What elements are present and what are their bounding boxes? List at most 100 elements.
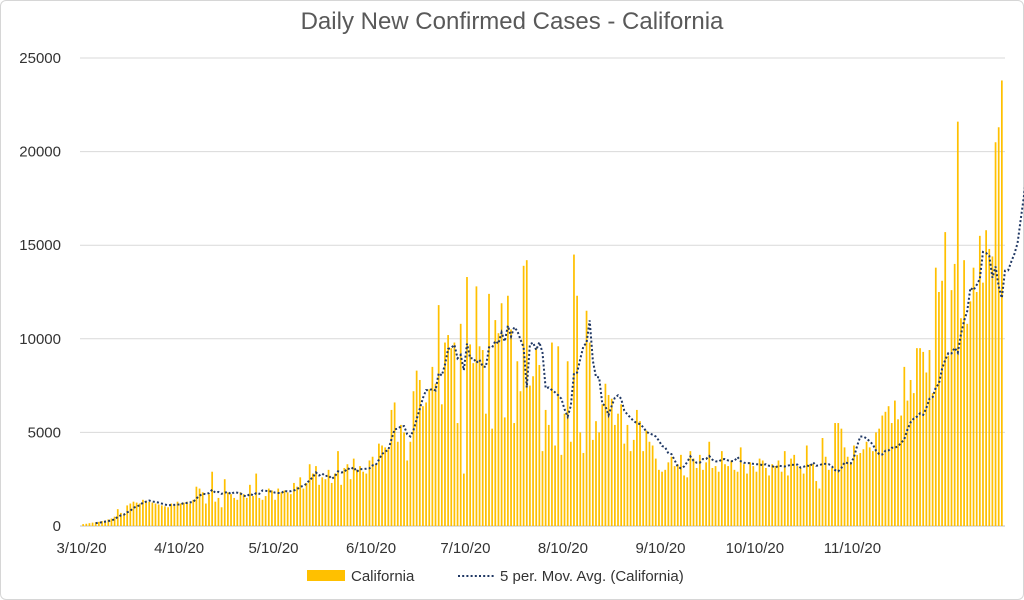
x-tick-label: 3/10/20 bbox=[57, 540, 107, 557]
bar bbox=[88, 523, 91, 526]
bar bbox=[289, 494, 292, 526]
bar bbox=[840, 428, 843, 526]
bar bbox=[469, 344, 472, 526]
bar bbox=[418, 379, 421, 526]
bar bbox=[632, 439, 635, 526]
bar-series bbox=[82, 80, 1003, 527]
bar bbox=[365, 473, 368, 526]
bar bbox=[356, 469, 358, 526]
bar bbox=[107, 519, 110, 526]
bar bbox=[444, 342, 446, 526]
legend-label-line: 5 per. Mov. Avg. (California) bbox=[500, 568, 684, 585]
bar bbox=[475, 286, 478, 526]
bar bbox=[544, 409, 547, 526]
bar bbox=[947, 355, 950, 526]
bar bbox=[396, 441, 399, 526]
bar bbox=[390, 409, 393, 526]
bar bbox=[645, 430, 648, 526]
bar bbox=[617, 413, 619, 526]
y-axis: 0 5000 10000 15000 20000 25000 bbox=[19, 50, 61, 535]
bar bbox=[142, 499, 144, 526]
bar bbox=[422, 406, 424, 526]
bar bbox=[966, 323, 969, 526]
bar bbox=[610, 398, 613, 526]
x-tick-label: 5/10/20 bbox=[248, 540, 298, 557]
bar bbox=[459, 323, 462, 526]
bar bbox=[264, 496, 267, 526]
bar bbox=[780, 471, 783, 526]
bar bbox=[812, 464, 814, 526]
bar bbox=[462, 473, 465, 526]
bar bbox=[695, 467, 698, 526]
bar bbox=[327, 469, 330, 526]
bar bbox=[692, 458, 695, 526]
bar bbox=[94, 522, 97, 526]
bar bbox=[214, 501, 217, 526]
bar bbox=[620, 404, 623, 526]
bar bbox=[437, 305, 440, 526]
bar bbox=[831, 467, 833, 526]
bar bbox=[362, 471, 365, 526]
bar bbox=[170, 503, 173, 526]
bar bbox=[201, 492, 204, 526]
bar bbox=[683, 475, 685, 526]
bar bbox=[98, 521, 100, 526]
bar bbox=[837, 423, 840, 526]
bar bbox=[189, 503, 191, 526]
bar bbox=[525, 260, 528, 526]
bar bbox=[503, 417, 506, 526]
bar bbox=[972, 267, 975, 526]
bar bbox=[510, 329, 512, 526]
bar bbox=[271, 490, 273, 526]
bar bbox=[500, 303, 503, 526]
bar bbox=[274, 499, 276, 526]
bar bbox=[601, 404, 604, 526]
bar bbox=[890, 423, 893, 526]
bar bbox=[982, 282, 984, 526]
bar bbox=[138, 503, 141, 526]
bar bbox=[220, 507, 223, 526]
bar bbox=[337, 451, 339, 526]
bar bbox=[887, 406, 890, 526]
bar bbox=[551, 342, 553, 526]
bar bbox=[466, 277, 468, 526]
bar bbox=[85, 523, 88, 526]
bar bbox=[148, 501, 151, 526]
bar bbox=[664, 469, 667, 526]
bar bbox=[236, 499, 239, 526]
bar bbox=[1000, 80, 1003, 527]
bar bbox=[673, 466, 676, 526]
bar bbox=[595, 421, 597, 526]
bar bbox=[566, 361, 569, 526]
bar bbox=[249, 484, 251, 526]
bar bbox=[991, 256, 994, 526]
bar bbox=[856, 454, 858, 526]
bar bbox=[132, 501, 135, 526]
bar bbox=[472, 363, 475, 526]
x-tick-label: 10/10/20 bbox=[726, 540, 784, 557]
bar bbox=[478, 346, 481, 526]
legend: California 5 per. Mov. Avg. (California) bbox=[307, 568, 684, 585]
bar bbox=[736, 471, 739, 526]
bar bbox=[661, 471, 663, 526]
bar bbox=[853, 445, 855, 526]
bar bbox=[739, 447, 742, 526]
bar bbox=[349, 479, 352, 526]
bar bbox=[868, 447, 871, 526]
bar bbox=[752, 466, 755, 526]
bar bbox=[730, 460, 733, 526]
bar bbox=[308, 464, 311, 526]
bar bbox=[796, 466, 799, 526]
bar bbox=[167, 507, 169, 526]
bar bbox=[903, 366, 906, 526]
bar bbox=[931, 393, 934, 526]
bar bbox=[305, 482, 308, 526]
bar bbox=[346, 464, 349, 526]
bar bbox=[154, 503, 157, 526]
bar bbox=[425, 402, 427, 526]
bar bbox=[768, 475, 770, 526]
bar bbox=[900, 415, 903, 526]
bar bbox=[343, 467, 346, 526]
x-axis: 3/10/20 4/10/20 5/10/20 6/10/20 7/10/20 8/10/… bbox=[57, 540, 881, 557]
bar bbox=[412, 391, 415, 526]
